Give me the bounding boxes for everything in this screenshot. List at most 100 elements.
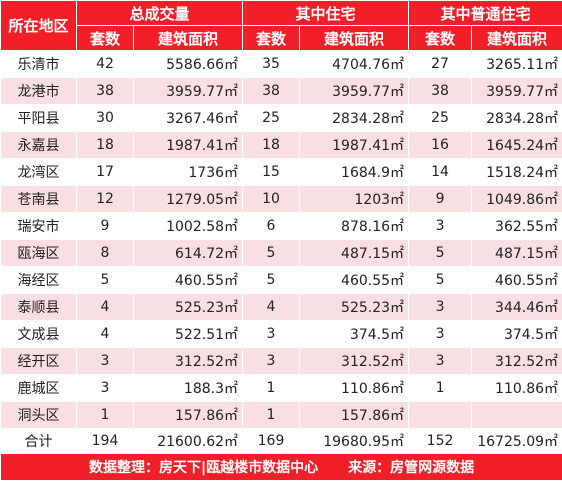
units-cell: 5 [243,267,300,294]
units-cell: 3 [243,348,300,375]
area-cell: 362.55㎡ [472,213,562,240]
area-cell: 110.86㎡ [300,375,409,402]
region-name: 合计 [1,429,77,454]
units-cell: 5 [409,267,472,294]
region-name: 龙湾区 [1,159,77,186]
region-name: 经开区 [1,348,77,375]
area-cell: 16725.09㎡ [472,429,562,454]
area-cell: 3959.77㎡ [472,78,562,105]
units-cell: 194 [77,429,134,454]
area-cell: 1203㎡ [300,186,409,213]
sub-header-units: 套数 [409,26,472,51]
units-cell: 1 [409,375,472,402]
group-header-residential: 其中住宅 [243,1,409,26]
area-cell: 460.55㎡ [300,267,409,294]
area-cell: 525.23㎡ [300,294,409,321]
units-cell: 3 [77,375,134,402]
units-cell: 3 [409,321,472,348]
group-header-total: 总成交量 [77,1,243,26]
units-cell: 3 [409,294,472,321]
units-cell: 5 [243,240,300,267]
area-cell: 1987.41㎡ [300,132,409,159]
area-cell: 487.15㎡ [300,240,409,267]
area-cell: 3959.77㎡ [300,78,409,105]
units-cell: 3 [77,348,134,375]
region-name: 洞头区 [1,402,77,429]
area-cell: 110.86㎡ [472,375,562,402]
region-name: 平阳县 [1,105,77,132]
units-cell: 152 [409,429,472,454]
area-cell: 21600.62㎡ [134,429,243,454]
units-cell: 3 [409,348,472,375]
area-cell: 2834.28㎡ [300,105,409,132]
area-cell: 1279.05㎡ [134,186,243,213]
footer-source: 来源：房管网源数据 [348,460,474,476]
region-name: 瓯海区 [1,240,77,267]
area-cell: 1518.24㎡ [472,159,562,186]
header-row-groups: 所在地区 总成交量 其中住宅 其中普通住宅 [1,1,562,26]
area-cell: 2834.28㎡ [472,105,562,132]
area-cell: 878.16㎡ [300,213,409,240]
footer-credits: 数据整理：房天下|瓯越楼市数据中心 来源：房管网源数据 [1,454,562,481]
units-cell: 12 [77,186,134,213]
units-cell: 5 [409,240,472,267]
area-cell: 1645.24㎡ [472,132,562,159]
region-name: 永嘉县 [1,132,77,159]
units-cell: 9 [77,213,134,240]
area-cell: 1987.41㎡ [134,132,243,159]
area-cell: 460.55㎡ [472,267,562,294]
region-name: 龙港市 [1,78,77,105]
footer-compiled-by: 数据整理：房天下|瓯越楼市数据中心 [89,460,318,476]
units-cell: 38 [77,78,134,105]
footer-row: 数据整理：房天下|瓯越楼市数据中心 来源：房管网源数据 [1,454,562,481]
units-cell: 9 [409,186,472,213]
units-cell: 1 [77,402,134,429]
region-name: 瑞安市 [1,213,77,240]
units-cell: 27 [409,51,472,78]
region-header: 所在地区 [1,1,77,51]
header-row-sub: 套数 建筑面积 套数 建筑面积 套数 建筑面积 [1,26,562,51]
units-cell: 18 [243,132,300,159]
units-cell: 25 [409,105,472,132]
units-cell: 5 [77,267,134,294]
area-cell: 4704.76㎡ [300,51,409,78]
units-cell: 17 [77,159,134,186]
area-cell: 188.3㎡ [134,375,243,402]
units-cell: 14 [409,159,472,186]
area-cell: 487.15㎡ [472,240,562,267]
units-cell: 16 [409,132,472,159]
area-cell: 3959.77㎡ [134,78,243,105]
units-cell: 18 [77,132,134,159]
sub-header-area: 建筑面积 [472,26,562,51]
area-cell: 1049.86㎡ [472,186,562,213]
area-cell: 5586.66㎡ [134,51,243,78]
units-cell: 4 [77,321,134,348]
units-cell: 169 [243,429,300,454]
units-cell: 25 [243,105,300,132]
units-cell: 3 [409,213,472,240]
area-cell: 374.5㎡ [472,321,562,348]
region-name: 鹿城区 [1,375,77,402]
area-cell: 1736㎡ [134,159,243,186]
area-cell: 525.23㎡ [134,294,243,321]
area-cell: 157.86㎡ [134,402,243,429]
region-name: 文成县 [1,321,77,348]
units-cell: 10 [243,186,300,213]
area-cell: 374.5㎡ [300,321,409,348]
units-cell: 38 [409,78,472,105]
